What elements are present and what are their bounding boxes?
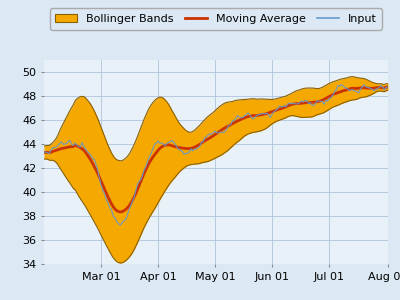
Legend: Bollinger Bands, Moving Average, Input: Bollinger Bands, Moving Average, Input [50, 8, 382, 29]
